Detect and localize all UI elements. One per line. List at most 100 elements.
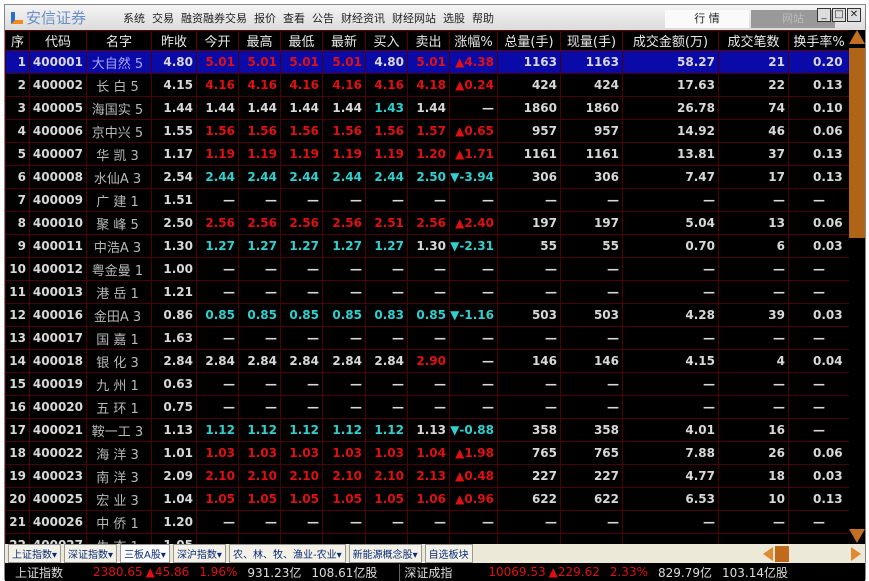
table-cell: 海国实 5 [86, 96, 152, 120]
horizontal-scrollbar[interactable] [763, 545, 861, 562]
table-cell: 银 化 3 [86, 349, 152, 373]
table-cell: 197 [497, 211, 561, 235]
sz-index-pct: 2.33% [609, 565, 648, 579]
column-header[interactable]: 换手率% [788, 30, 850, 51]
table-cell: 503 [497, 303, 561, 327]
table-cell: 1860 [560, 96, 623, 120]
column-header[interactable]: 最新 [322, 30, 366, 51]
scroll-left-icon[interactable] [763, 546, 773, 561]
table-row[interactable]: 16 400020 五 环 1 0.75— — — — — — — — — — — — [5, 395, 850, 419]
column-header[interactable]: 名字 [86, 30, 152, 51]
menu-trade[interactable]: 交易 [152, 11, 174, 25]
menu-help[interactable]: 帮助 [472, 11, 494, 25]
table-row[interactable]: 5 400007 华 凯 3 1.17 1.19 1.19 1.19 1.19 1.19 1.20… [5, 142, 850, 166]
scroll-up-icon[interactable] [849, 30, 865, 44]
sz-index-name[interactable]: 深证成指 [399, 563, 452, 581]
menu-news[interactable]: 财经资讯 [341, 11, 385, 25]
table-cell: 400001 [29, 50, 87, 74]
table-row[interactable]: 12 400016 金田A 3 0.86 0.85 0.85 0.85 0.85 0.83 0.8… [5, 303, 850, 327]
table-row[interactable]: 14 400018 银 化 3 2.84 2.84 2.84 2.84 2.84 2.84 2.9… [5, 349, 850, 373]
table-row[interactable]: 10 400012 粤金曼 1 1.00— — — — — — — — — — — — [5, 257, 850, 281]
table-row[interactable]: 19 400023 南 洋 3 2.09 2.10 2.10 2.10 2.10 2.10 2.1… [5, 464, 850, 488]
scroll-thumb[interactable] [849, 48, 865, 238]
tab-shsz-index[interactable]: 深沪指数▾ [172, 544, 226, 563]
table-cell: 海 洋 3 [86, 441, 152, 465]
sh-index-name[interactable]: 上证指数 [15, 565, 64, 580]
table-cell: 2.13 [407, 464, 450, 488]
column-header[interactable]: 现量(手) [560, 30, 623, 51]
table-cell: 765 [560, 441, 623, 465]
table-row[interactable]: 7 400009 广 建 1 1.51— — — — — — — — — — — — [5, 188, 850, 212]
table-row[interactable]: 6 400008 水仙A 3 2.54 2.44 2.44 2.44 2.44 2.44 2.50… [5, 165, 850, 189]
tab-sh-index[interactable]: 上证指数▾ [8, 544, 62, 563]
menu-stock-pick[interactable]: 选股 [443, 11, 465, 25]
table-cell: — [365, 188, 408, 212]
table-row[interactable]: 17 400021 鞍一工 3 1.13 1.12 1.12 1.12 1.12 1.12 1.1… [5, 418, 850, 442]
tab-new-energy[interactable]: 新能源概念股▾ [348, 544, 422, 563]
table-cell: — [238, 188, 281, 212]
column-header[interactable]: 最低 [280, 30, 323, 51]
table-cell: — [788, 510, 850, 534]
table-cell: — [280, 510, 323, 534]
table-cell: 13 [718, 211, 789, 235]
column-header[interactable]: 最高 [238, 30, 281, 51]
table-row[interactable]: 1 400001 大自然 5 4.80 5.01 5.01 5.01 5.01 4.80 5.01… [5, 50, 850, 74]
table-row[interactable]: 18 400022 海 洋 3 1.01 1.03 1.03 1.03 1.03 1.03 1.0… [5, 441, 850, 465]
vertical-scrollbar[interactable] [849, 30, 865, 543]
table-row[interactable]: 8 400010 聚 峰 5 2.50 2.56 2.56 2.56 2.56 2.51 2.56… [5, 211, 850, 235]
scroll-down-icon[interactable] [849, 529, 865, 543]
column-header[interactable]: 卖出 [407, 30, 450, 51]
column-header[interactable]: 昨收 [151, 30, 197, 51]
table-cell: — [238, 395, 281, 419]
menu-margin[interactable]: 融资融券交易 [181, 11, 247, 25]
table-cell: 765 [497, 441, 561, 465]
column-header[interactable]: 成交金额(万) [622, 30, 719, 51]
table-cell: — [449, 188, 498, 212]
column-header[interactable]: 成交笔数 [718, 30, 789, 51]
tab-web[interactable]: 网站 [751, 10, 835, 28]
tab-agriculture[interactable]: 农、林、牧、渔业-农业▾ [228, 544, 346, 563]
maximize-button[interactable]: □ [832, 8, 846, 22]
column-header[interactable]: 代码 [29, 30, 87, 51]
table-cell: 1.05 [196, 487, 239, 511]
table-cell: 400012 [29, 257, 87, 281]
menu-quote[interactable]: 报价 [254, 11, 276, 25]
tab-sz-index[interactable]: 深证指数▾ [64, 544, 118, 563]
menu-view[interactable]: 查看 [283, 11, 305, 25]
table-cell: 227 [497, 464, 561, 488]
tab-watchlist[interactable]: 自选板块 [424, 544, 473, 563]
table-row[interactable]: 4 400006 京中兴 5 1.55 1.56 1.56 1.56 1.56 1.56 1.57… [5, 119, 850, 143]
table-row[interactable]: 15 400019 九 州 1 0.63— — — — — — — — — — — — [5, 372, 850, 396]
table-cell: 37 [718, 142, 789, 166]
table-cell: 14.92 [622, 119, 719, 143]
table-row[interactable]: 11 400013 港 岳 1 1.21— — — — — — — — — — — — [5, 280, 850, 304]
table-cell: 7.88 [622, 441, 719, 465]
hscroll-thumb[interactable] [775, 545, 789, 562]
column-header[interactable]: 涨幅% [449, 30, 498, 51]
menu-sites[interactable]: 财经网站 [392, 11, 436, 25]
table-cell: 400013 [29, 280, 87, 304]
table-cell: 1.12 [280, 418, 323, 442]
tab-quote[interactable]: 行 情 [665, 10, 749, 28]
column-header[interactable]: 今开 [196, 30, 239, 51]
menu-notice[interactable]: 公告 [312, 11, 334, 25]
scroll-right-icon[interactable] [851, 546, 861, 561]
table-cell: 1.04 [151, 487, 197, 511]
table-cell: 400010 [29, 211, 87, 235]
menu-system[interactable]: 系统 [123, 11, 145, 25]
table-row[interactable]: 13 400017 国 嘉 1 1.63— — — — — — — — — — — — [5, 326, 850, 350]
column-header[interactable]: 序 [5, 30, 30, 51]
table-row[interactable]: 3 400005 海国实 5 1.44 1.44 1.44 1.44 1.44 1.43 1.44… [5, 96, 850, 120]
table-row[interactable]: 21 400026 中 侨 1 1.20— — — — — — — — — — — — [5, 510, 850, 534]
table-cell: 广 建 1 [86, 188, 152, 212]
close-button[interactable]: ✕ [847, 8, 861, 22]
table-row[interactable]: 2 400002 长 白 5 4.15 4.16 4.16 4.16 4.16 4.16 4.18… [5, 73, 850, 97]
table-row[interactable]: 9 400011 中浩A 3 1.30 1.27 1.27 1.27 1.27 1.27 1.30… [5, 234, 850, 258]
table-row[interactable]: 20 400025 宏 业 3 1.04 1.05 1.05 1.05 1.05 1.05 1.0… [5, 487, 850, 511]
tab-third-board[interactable]: 三板A股▾ [120, 544, 170, 563]
minimize-button[interactable]: _ [817, 8, 831, 22]
table-cell: 2.44 [280, 165, 323, 189]
column-header[interactable]: 买入 [365, 30, 408, 51]
column-header[interactable]: 总量(手) [497, 30, 561, 51]
logo-icon [11, 11, 23, 24]
